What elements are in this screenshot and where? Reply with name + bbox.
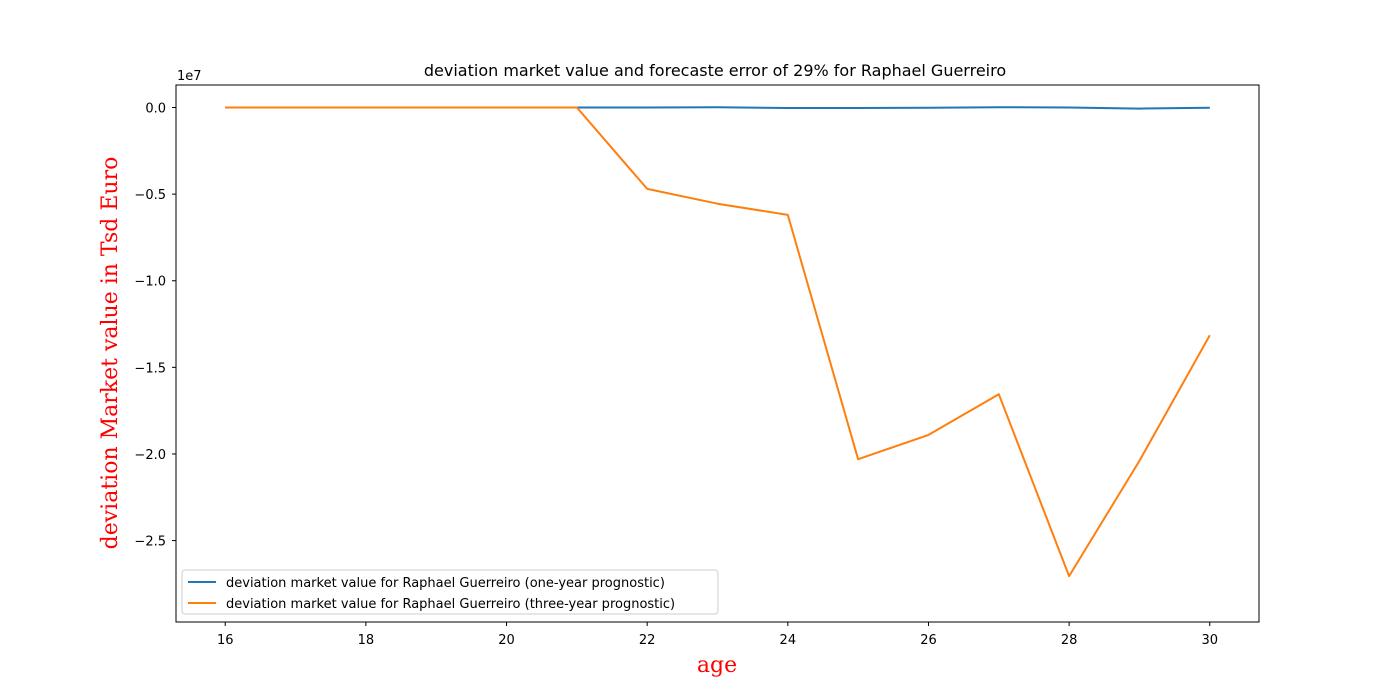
y-tick-label: 0.0 [145,102,166,117]
y-tick-label: −2.0 [134,448,166,463]
x-tick-label: 16 [217,633,234,648]
series-line-2 [225,106,1211,578]
legend-label-1: deviation market value for Raphael Guerr… [226,576,665,591]
chart-title: deviation market value and forecaste err… [424,61,1006,80]
legend-box [181,569,719,615]
y-axis-label: deviation Market value in Tsd Euro [98,157,123,550]
y-tick-label: −1.5 [134,361,166,376]
plot-frame [175,84,1260,623]
y-axis-offset-text: 1e7 [177,69,202,84]
series-layer [225,106,1211,578]
y-tick-label: −2.5 [134,535,166,550]
legend-label-2: deviation market value for Raphael Guerr… [226,597,675,612]
x-tick-label: 18 [358,633,375,648]
x-tick-label: 28 [1061,633,1078,648]
x-tick-label: 30 [1201,633,1218,648]
x-tick-label: 24 [780,633,797,648]
x-tick-label: 22 [639,633,656,648]
x-tick-label: 20 [498,633,515,648]
x-tick-label: 26 [920,633,937,648]
y-tick-label: −0.5 [134,188,166,203]
x-axis-label: age [697,653,737,678]
y-tick-label: −1.0 [134,275,166,290]
legend: deviation market value for Raphael Guerr… [181,569,719,615]
ticks-layer: 16 18 20 22 24 26 28 30 0.0 −0.5 −1.0 −1.5 −2.0 −2.5 [134,102,1218,648]
